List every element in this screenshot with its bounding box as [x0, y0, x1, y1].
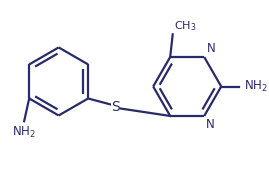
Text: N: N — [207, 42, 215, 54]
Text: CH$_3$: CH$_3$ — [174, 19, 196, 33]
Text: NH$_2$: NH$_2$ — [244, 79, 268, 94]
Text: N: N — [206, 119, 214, 131]
Text: NH$_2$: NH$_2$ — [12, 125, 36, 140]
Text: S: S — [111, 100, 120, 114]
